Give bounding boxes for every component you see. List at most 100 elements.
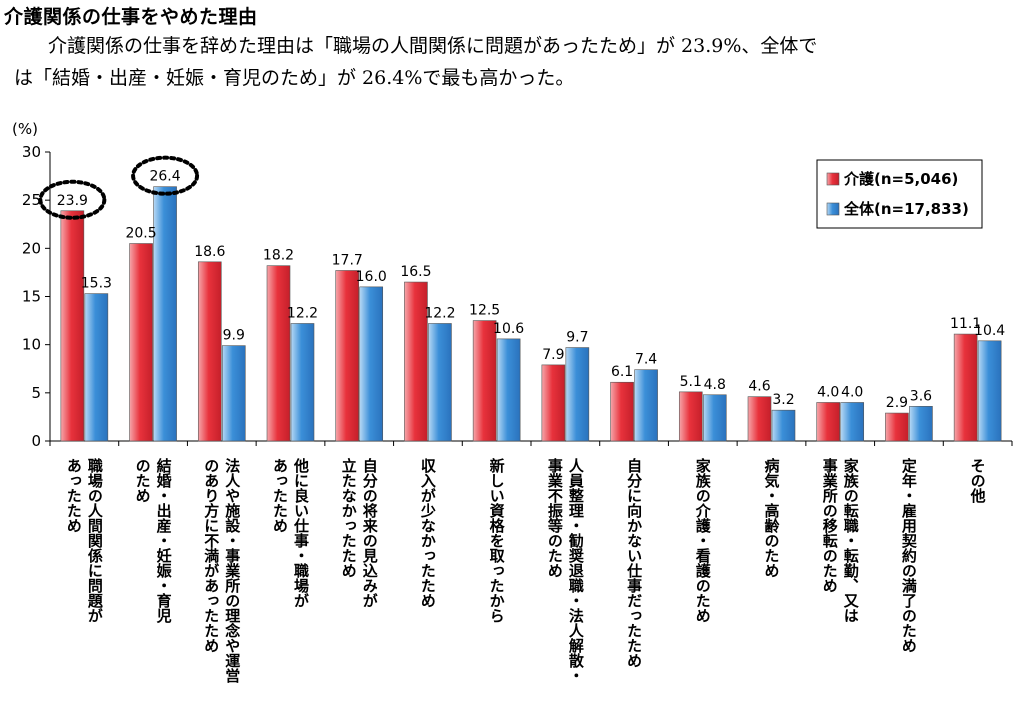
value-label: 23.9 [57, 193, 88, 209]
value-label: 16.0 [356, 269, 387, 285]
value-label: 17.7 [332, 252, 363, 268]
value-label: 15.3 [81, 276, 112, 292]
legend: 介護(n=5,046) 全体(n=17,833) [816, 159, 983, 229]
summary-text: 介護関係の仕事を辞めた理由は「職場の人間関係に問題があったため」が 23.9%、… [14, 30, 1014, 94]
y-tick-label: 20 [22, 239, 41, 257]
category-label: 法人や施設・事業所の理念や運営 [223, 457, 241, 684]
bar [565, 347, 590, 442]
category-label: その他 [969, 458, 987, 504]
category-label: のあり方に不満があったため [202, 458, 220, 653]
value-label: 4.6 [748, 379, 770, 395]
value-label: 4.0 [841, 384, 863, 400]
category-label: 立たなかったため [340, 457, 358, 578]
value-label: 26.4 [149, 169, 180, 185]
bar [428, 323, 452, 442]
bar [977, 340, 1002, 442]
bar [290, 323, 315, 442]
bar [266, 265, 291, 442]
category-label: 結婚・出産・妊娠・育児 [155, 457, 173, 624]
category-label: 病気・高齢のため [763, 457, 781, 578]
bar [885, 412, 909, 442]
bar [404, 281, 428, 442]
value-label: 9.7 [566, 330, 588, 346]
value-label: 3.6 [910, 388, 932, 404]
category-label: 事業不振等のため [546, 457, 564, 578]
y-tick-label: 25 [22, 191, 41, 209]
bar [153, 186, 177, 442]
value-label: 7.4 [635, 352, 657, 368]
category-label: 定年・雇用契約の満了のため [900, 457, 918, 653]
category-label: あったため [65, 458, 83, 533]
bar [909, 406, 933, 442]
bar [634, 369, 658, 442]
highlight-circle [131, 155, 200, 196]
value-label: 12.2 [424, 305, 455, 321]
value-label: 10.6 [493, 321, 524, 337]
bar [610, 381, 634, 442]
bar [84, 293, 109, 442]
value-label: 9.9 [223, 328, 245, 344]
bar [702, 394, 727, 442]
legend-label: 介護(n=5,046) [843, 170, 958, 188]
y-tick-label: 5 [31, 384, 41, 402]
y-tick-label: 15 [22, 288, 41, 306]
legend-box [816, 159, 983, 229]
annotations [38, 155, 200, 220]
category-label: のため [134, 458, 152, 503]
category-label: 家族の介護・看護のため [694, 457, 712, 623]
value-label: 5.1 [680, 374, 702, 390]
value-labels: 23.9 20.5 18.6 18.2 17.7 16.5 12.5 7.9 6.1 5.1 4.6… [57, 169, 1006, 411]
value-label: 4.0 [817, 384, 839, 400]
value-label: 12.5 [469, 303, 500, 319]
bar [678, 391, 703, 442]
value-label: 11.1 [950, 316, 981, 332]
category-label: 職場の人間関係に問題が [86, 457, 104, 623]
y-axis-label: (%) [12, 120, 38, 138]
bar [816, 402, 841, 442]
y-tick-label: 10 [22, 336, 41, 354]
highlight-circle [38, 179, 107, 220]
value-label: 18.2 [263, 248, 294, 264]
category-label: あったため [271, 458, 289, 533]
bar [472, 320, 497, 442]
value-label: 7.9 [542, 347, 564, 363]
category-label: 家族の転職・転勤、又は [842, 457, 860, 623]
bars [60, 186, 1002, 442]
bar [840, 402, 865, 442]
value-label: 3.2 [772, 392, 794, 408]
value-label: 6.1 [611, 364, 633, 380]
bar [129, 243, 153, 442]
legend-swatch [826, 202, 840, 216]
value-label: 2.9 [886, 395, 908, 411]
value-label: 16.5 [400, 264, 431, 280]
category-label: 事業所の移転のため [821, 457, 839, 593]
bar [953, 333, 978, 442]
category-label: 他に良い仕事・職場が [292, 457, 310, 608]
value-label: 4.8 [704, 377, 726, 393]
y-tick-label: 30 [22, 143, 41, 161]
bar [541, 364, 566, 442]
bar [747, 396, 772, 442]
value-label: 12.2 [287, 305, 318, 321]
bar [771, 409, 796, 442]
category-label: 新しい資格を取ったから [488, 457, 506, 623]
category-labels: 職場の人間関係に問題があったため 結婚・出産・妊娠・育児のため 法人や施設・事業所の… [65, 457, 987, 684]
category-label: 人員整理・勧奨退職・法人解散・ [567, 458, 585, 683]
bar [359, 286, 384, 442]
value-label: 10.4 [974, 323, 1005, 339]
page-heading: 介護関係の仕事をやめた理由 [4, 6, 258, 28]
bar [197, 261, 222, 442]
category-label: 自分に向かない仕事だったため [625, 457, 643, 668]
bar [221, 345, 246, 442]
legend-label: 全体(n=17,833) [843, 200, 969, 218]
bar [335, 270, 360, 442]
bar [496, 338, 521, 442]
y-tick-label: 0 [31, 432, 41, 450]
bar [60, 210, 85, 442]
legend-swatch [826, 172, 840, 186]
category-label: 収入が少なかったため [419, 457, 437, 608]
category-label: 自分の将来の見込みが [361, 457, 379, 608]
summary-line-1: 介護関係の仕事を辞めた理由は「職場の人間関係に問題があったため」が 23.9%、… [48, 35, 818, 57]
summary-line-2: は「結婚・出産・妊娠・育児のため」が 26.4%で最も高かった。 [14, 67, 575, 89]
